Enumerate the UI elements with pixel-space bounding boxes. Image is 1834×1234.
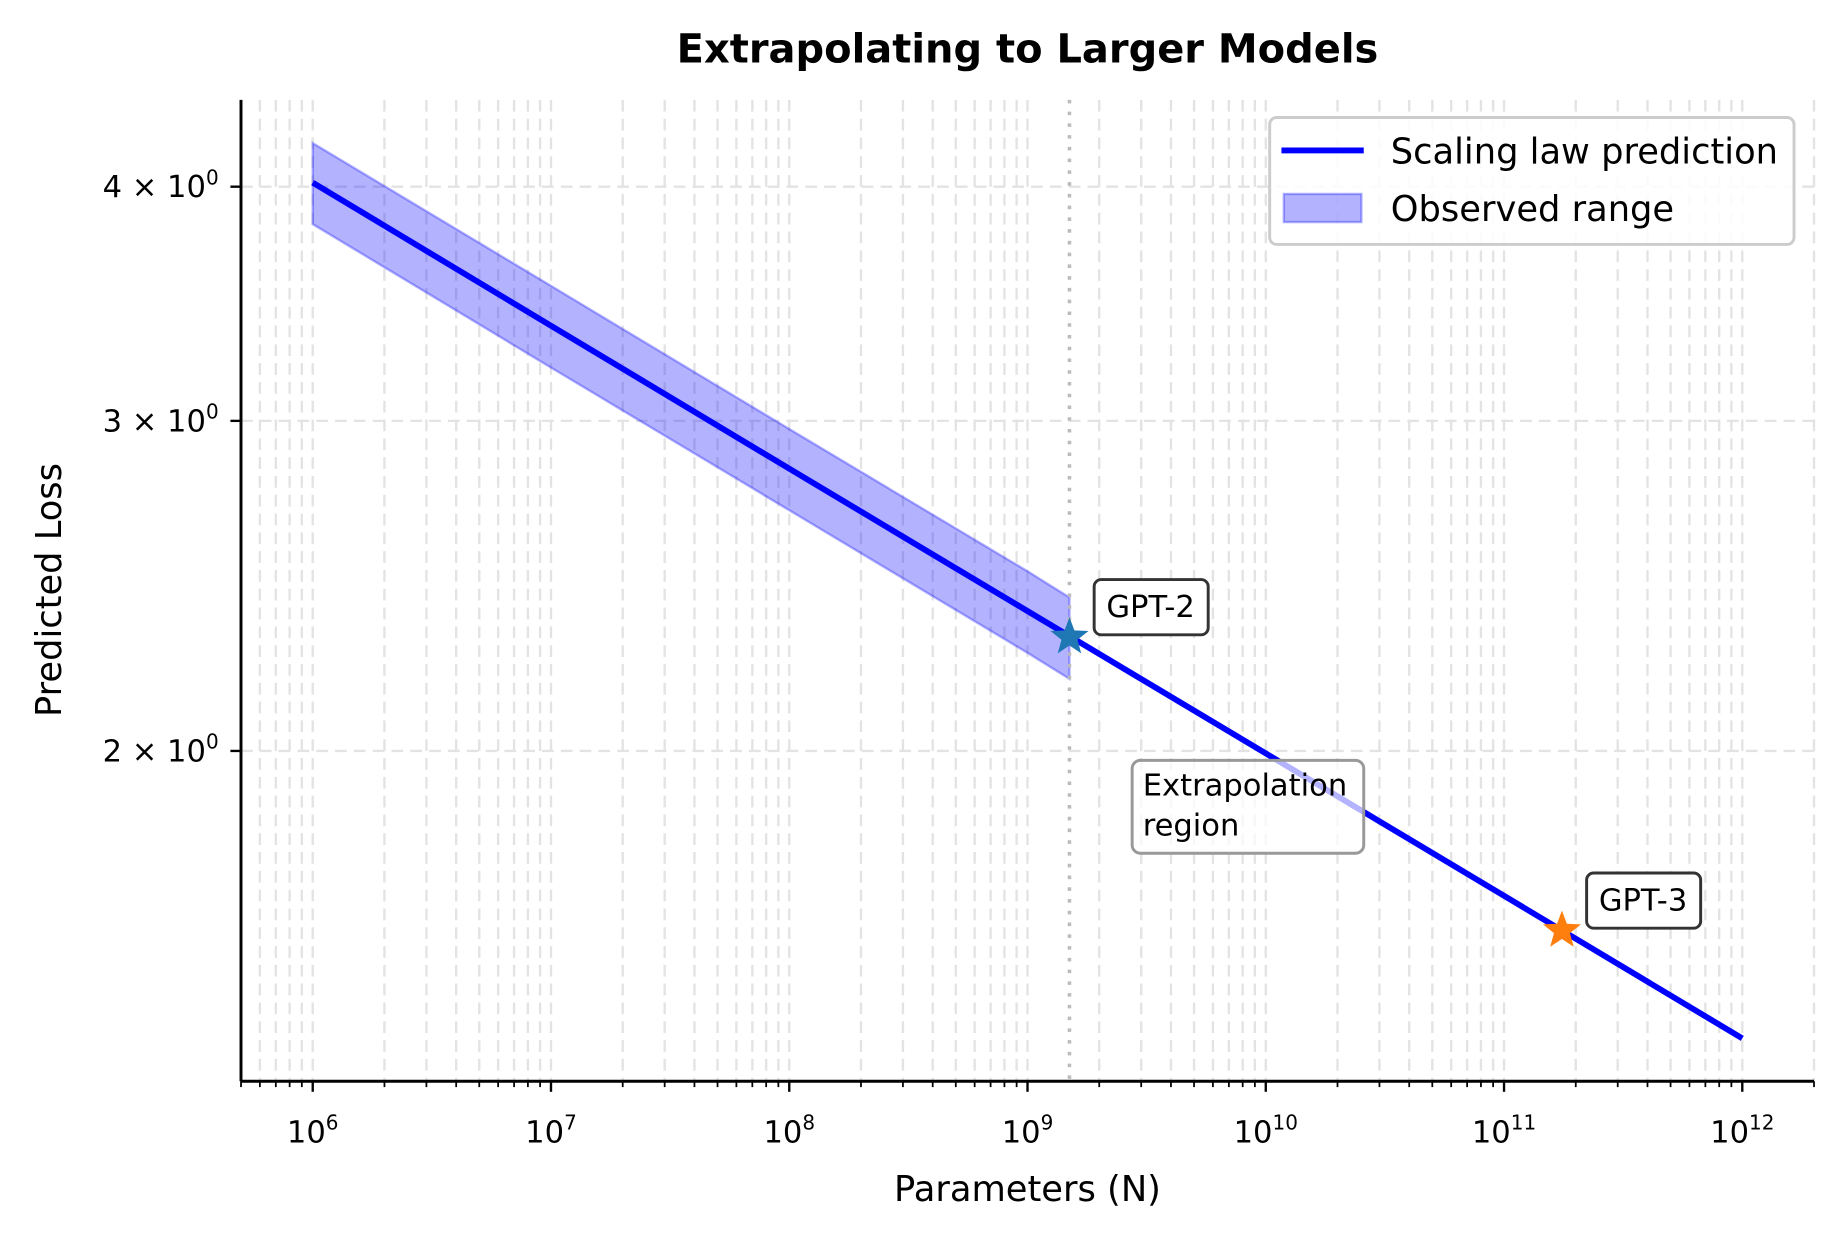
x-tick-label: 1012 — [1710, 1110, 1774, 1150]
gpt-2-label-box — [1092, 578, 1210, 637]
x-axis-label: Parameters (N) — [894, 1169, 1161, 1210]
legend-band-swatch — [1282, 192, 1363, 224]
chart-title: Extrapolating to Larger Models — [677, 26, 1379, 72]
x-tick-label: 107 — [525, 1110, 577, 1150]
gpt-3-star-marker — [1542, 910, 1581, 947]
x-tick-label: 106 — [287, 1110, 339, 1150]
y-tick-label: 3 × 100 — [103, 400, 219, 440]
x-tick-label: 1010 — [1234, 1110, 1298, 1150]
extrapolation-annotation: Extrapolation region — [1130, 758, 1366, 855]
gpt-3-label: GPT-3 — [1599, 884, 1687, 919]
y-tick-label: 4 × 100 — [103, 165, 219, 205]
model-points: GPT-2 GPT-3 — [1050, 578, 1703, 947]
gpt-3-label-box — [1585, 871, 1703, 930]
legend-label-line: Scaling law prediction — [1391, 131, 1778, 172]
legend-label-band: Observed range — [1391, 189, 1674, 230]
gpt-2-star-marker — [1050, 617, 1089, 654]
axes — [239, 99, 1815, 1083]
x-tick-label: 1011 — [1472, 1110, 1536, 1150]
gpt-2-label: GPT-2 — [1106, 590, 1194, 625]
scaling-law-line — [311, 180, 1744, 1041]
annotation-line2: region — [1143, 809, 1240, 844]
legend: Scaling law prediction Observed range — [1268, 116, 1796, 246]
x-tick-label: 109 — [1002, 1110, 1054, 1150]
x-tick-label: 108 — [763, 1110, 815, 1150]
y-tick-label: 2 × 100 — [103, 730, 219, 770]
y-axis-label: Predicted Loss — [29, 463, 70, 717]
annotation-line1: Extrapolation — [1143, 769, 1347, 804]
y-ticks: 4 × 100 3 × 100 2 × 100 — [103, 165, 242, 770]
x-ticks: 106 107 108 109 1010 1011 1012 — [240, 1081, 1815, 1150]
